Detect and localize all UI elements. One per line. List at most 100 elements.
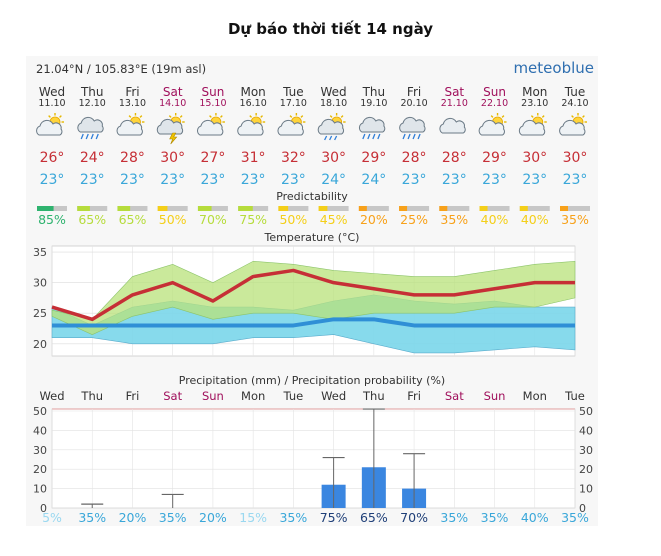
max-temperature: 31°	[241, 150, 266, 166]
min-temperature: 23°	[40, 172, 65, 188]
precipitation-x-tick: Sat	[445, 389, 464, 403]
precipitation-probability: 5%	[42, 510, 62, 525]
cloud-shape	[478, 119, 505, 136]
temperature-y-tick: 35	[33, 246, 47, 259]
precipitation-x-tick: Fri	[407, 389, 421, 403]
precipitation-y-tick-left: 20	[33, 463, 47, 476]
sun-ray	[490, 115, 494, 118]
precipitation-probability: 35%	[78, 510, 106, 525]
thunder-cloud-icon	[156, 113, 185, 145]
predictability-bar	[117, 206, 131, 211]
rain-drop	[85, 133, 89, 140]
predictability-title: Predictability	[276, 190, 348, 203]
max-temperature: 30°	[160, 150, 185, 166]
precipitation-x-tick: Wed	[39, 389, 64, 403]
max-temperature: 26°	[40, 150, 65, 166]
cloud-shape	[237, 119, 264, 136]
precipitation-probability: 35%	[440, 510, 468, 525]
precipitation-x-tick: Wed	[321, 389, 346, 403]
max-temperature-line	[51, 268, 575, 322]
min-temperature: 23°	[281, 172, 306, 188]
day-name: Wed	[39, 85, 65, 99]
cloud-shape	[439, 117, 466, 134]
rain-drop	[377, 133, 381, 140]
sun-ray	[260, 115, 264, 118]
predictability-bar	[238, 206, 253, 211]
predictability-track	[399, 206, 430, 211]
sun-ray	[289, 115, 293, 118]
day-date: 23.10	[521, 98, 548, 109]
predictability-bar	[157, 206, 168, 211]
rain-drop	[95, 133, 99, 140]
max-temperature: 30°	[321, 150, 346, 166]
temperature-y-tick: 30	[33, 277, 47, 290]
max-temperature: 28°	[402, 150, 427, 166]
max-temperature: 28°	[120, 150, 145, 166]
cloud-shape	[358, 116, 386, 133]
sun-ray	[300, 115, 304, 118]
meteoblue-logo[interactable]: meteoblue	[513, 59, 594, 77]
predictability-track	[519, 206, 550, 211]
day-date: 11.10	[38, 98, 65, 109]
cloud-shape	[77, 116, 104, 133]
precipitation-y-tick-left: 40	[33, 424, 47, 437]
day-name: Sat	[163, 85, 183, 99]
precipitation-y-tick-right: 10	[579, 483, 593, 496]
temperature-title: Temperature (°C)	[264, 231, 360, 244]
precipitation-y-tick-right: 30	[579, 444, 593, 457]
sun-ray	[220, 115, 223, 118]
precipitation-probability: 20%	[199, 510, 227, 525]
page-title: Dự báo thời tiết 14 ngày	[227, 20, 434, 38]
sun-ray	[501, 115, 505, 118]
day-date: 22.10	[481, 98, 508, 109]
day-name: Thu	[80, 85, 104, 99]
precipitation-probability: 15%	[239, 510, 267, 525]
sun-cloud-icon	[116, 113, 145, 136]
precipitation-y-tick-left: 10	[33, 483, 47, 496]
predictability-track	[358, 206, 389, 211]
precipitation-x-tick: Fri	[126, 389, 140, 403]
day-name: Tue	[564, 85, 586, 99]
sun-cloud-icon	[277, 113, 306, 136]
precipitation-x-tick: Mon	[523, 389, 547, 403]
rain-drop	[80, 133, 84, 140]
precipitation-x-tick: Sat	[163, 389, 182, 403]
max-temperature: 30°	[563, 150, 588, 166]
predictability-value: 50%	[159, 212, 187, 227]
rain-drop	[334, 135, 338, 141]
predictability-value: 45%	[320, 212, 348, 227]
day-date: 17.10	[280, 98, 307, 109]
precipitation-probability: 40%	[521, 510, 549, 525]
rain-drop	[402, 133, 406, 140]
predictability-track	[157, 206, 188, 211]
cloud-shape	[116, 119, 143, 136]
min-temperature: 23°	[160, 172, 185, 188]
predictability-bar	[560, 206, 568, 211]
predictability-value: 65%	[78, 212, 106, 227]
cloud-shape	[277, 119, 304, 136]
precipitation-x-tick: Tue	[564, 389, 585, 403]
sun-ray	[249, 115, 253, 118]
precipitation-y-tick-right: 0	[579, 502, 586, 515]
predictability-value: 40%	[521, 212, 549, 227]
day-name: Sun	[202, 85, 225, 99]
temperature-y-tick: 20	[33, 338, 47, 351]
day-name: Mon	[240, 85, 265, 99]
predictability-track	[439, 206, 470, 211]
predictability-track	[238, 206, 269, 211]
max-temperature-range-band	[51, 260, 576, 335]
predictability-value: 35%	[561, 212, 589, 227]
sun-ray	[139, 115, 143, 118]
sun-cloud-icon	[518, 113, 547, 136]
day-name: Wed	[321, 85, 347, 99]
sun-cloud-icon	[237, 113, 266, 136]
rain-drop	[407, 133, 411, 140]
min-temperature: 24°	[361, 172, 386, 188]
precipitation-x-tick: Sun	[202, 389, 224, 403]
predictability-bar	[77, 206, 90, 211]
min-temperature: 24°	[321, 172, 346, 188]
sun-ray	[571, 115, 574, 118]
cloud-shape	[36, 119, 63, 136]
day-date: 14.10	[159, 98, 186, 109]
